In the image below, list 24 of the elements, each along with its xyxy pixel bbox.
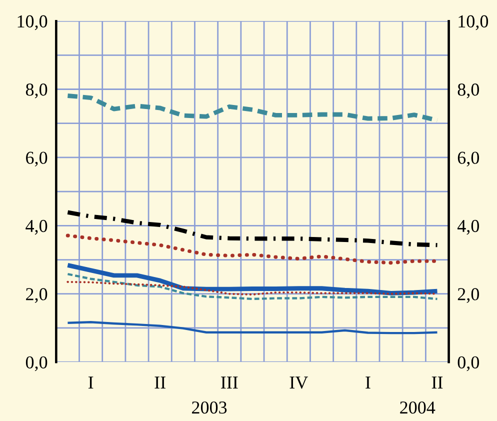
y-tick-label: 2,0 bbox=[26, 288, 48, 303]
line-series bbox=[65, 262, 440, 296]
x-tick-label: III bbox=[221, 376, 238, 388]
y2-tick-label: 8,0 bbox=[458, 84, 480, 98]
line-series bbox=[66, 210, 440, 248]
line-series bbox=[66, 272, 438, 300]
x-tick-label: IV bbox=[290, 376, 308, 389]
y-tick-label: 10,0 bbox=[18, 15, 48, 30]
y2-tick-label: 2,0 bbox=[458, 288, 480, 303]
y-tick-label: 4,0 bbox=[26, 220, 48, 235]
text: 2003 bbox=[192, 401, 227, 414]
y-tick-label: 0,0 bbox=[26, 356, 48, 372]
x-tick-label: I bbox=[366, 376, 370, 388]
y-tick-label: 6,0 bbox=[26, 152, 48, 166]
y2-tick-label: 6,0 bbox=[458, 152, 480, 166]
y-tick-label: 8,0 bbox=[26, 84, 48, 98]
line-series bbox=[66, 321, 438, 334]
text: 2004 bbox=[400, 401, 436, 414]
x-tick-label: II bbox=[432, 376, 443, 388]
y2-tick-label: 4,0 bbox=[457, 220, 480, 235]
x-tick-label: II bbox=[154, 376, 166, 388]
y2-tick-label: 10,0 bbox=[458, 15, 488, 30]
x-tick-label: I bbox=[88, 376, 94, 388]
y2-tick-label: 0,0 bbox=[458, 356, 480, 372]
